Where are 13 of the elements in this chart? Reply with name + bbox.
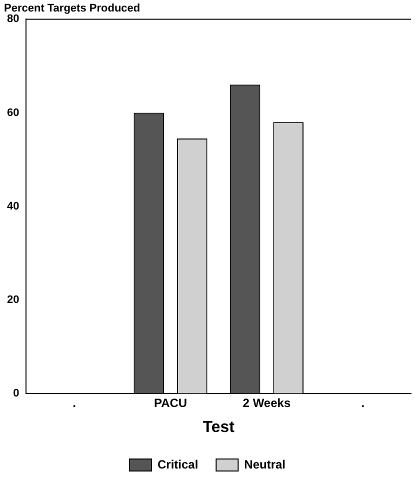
legend-label: Neutral [244, 457, 286, 472]
y-tick-label: 0 [13, 387, 20, 400]
legend-label: Critical [157, 457, 198, 472]
x-tick-label: PACU [154, 396, 188, 410]
y-tick-label: 80 [6, 13, 20, 26]
x-tick-label: . [72, 396, 76, 410]
x-tick-label: . [361, 396, 365, 410]
y-tick-label: 60 [6, 106, 20, 119]
y-tick-label: 20 [6, 294, 20, 306]
y-tick-label: 40 [6, 200, 20, 212]
x-tick-label: 2 Weeks [242, 396, 291, 410]
x-axis-title: Test [202, 418, 236, 436]
y-axis-title: Percent Targets Produced [4, 2, 140, 15]
